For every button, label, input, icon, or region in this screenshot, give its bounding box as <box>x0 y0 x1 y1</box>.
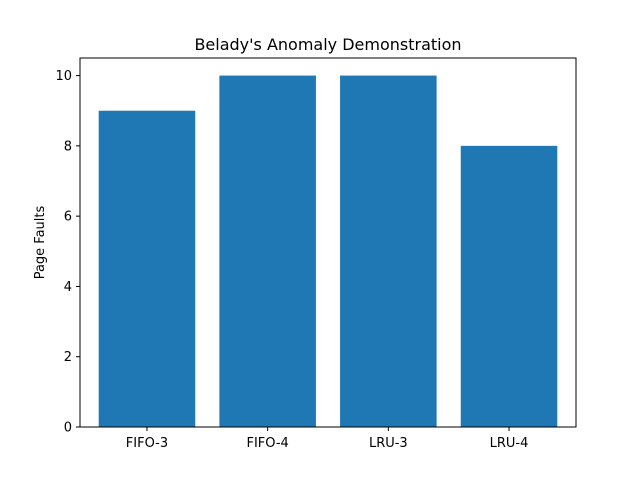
x-tick-label: LRU-4 <box>490 436 529 451</box>
bar-fifo-3 <box>98 110 196 427</box>
bar-lru-4 <box>460 145 558 427</box>
bar-lru-3 <box>340 75 437 428</box>
y-axis-ticks: 0 2 4 6 8 10 <box>55 69 80 436</box>
x-axis-ticks: FIFO-3 FIFO-4 LRU-3 LRU-4 <box>126 427 529 451</box>
y-tick-label: 10 <box>55 69 72 84</box>
bar-fifo-4 <box>219 75 316 428</box>
x-tick-label: LRU-3 <box>369 436 408 451</box>
x-tick-label: FIFO-4 <box>246 436 288 451</box>
y-tick-label: 0 <box>64 421 72 436</box>
y-tick-label: 6 <box>64 210 72 225</box>
plot-frame <box>79 57 577 428</box>
chart-title: Belady's Anomaly Demonstration <box>194 35 461 54</box>
y-tick-label: 4 <box>64 280 72 295</box>
y-tick-label: 8 <box>64 139 72 154</box>
bars-layer <box>98 75 558 428</box>
x-tick-label: FIFO-3 <box>126 436 168 451</box>
y-tick-label: 2 <box>64 350 72 365</box>
y-axis-label: Page Faults <box>33 205 48 279</box>
